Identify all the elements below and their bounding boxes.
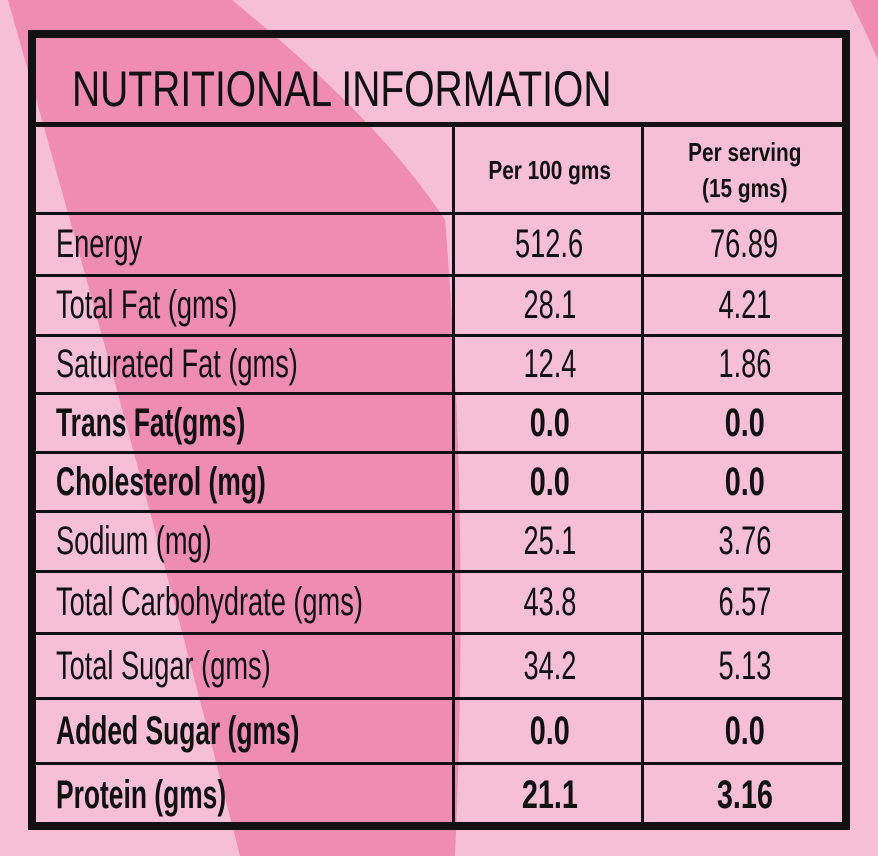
- per-100g-value: 512.6: [515, 222, 584, 266]
- per-serving-value: 4.21: [718, 283, 771, 327]
- table-row: Saturated Fat (gms) 12.4 1.86: [36, 337, 842, 395]
- per-serving-value: 76.89: [710, 222, 779, 266]
- table-cell: 5.13: [647, 635, 842, 697]
- table-cell: Added Sugar (gms): [56, 700, 425, 762]
- nutrient-label: Added Sugar (gms): [56, 708, 300, 753]
- column-divider: [641, 127, 644, 822]
- table-cell: 1.86: [647, 337, 842, 392]
- table-row: Total Sugar (gms) 34.2 5.13: [36, 635, 842, 700]
- table-cell: 0.0: [455, 395, 644, 451]
- per-serving-value: 0.0: [724, 459, 765, 504]
- per-100g-value: 0.0: [529, 708, 570, 753]
- column-header: Per serving (15 gms): [688, 134, 801, 206]
- table-cell: 76.89: [647, 215, 842, 274]
- table-cell: 12.4: [455, 337, 644, 392]
- nutrition-table: NUTRITIONAL INFORMATION Per 100 gms Per s…: [28, 30, 850, 830]
- nutrient-label: Saturated Fat (gms): [56, 342, 298, 386]
- per-100g-value: 43.8: [523, 580, 576, 624]
- per-100g-value: 28.1: [523, 283, 576, 327]
- table-cell: 28.1: [455, 277, 644, 334]
- table-row: Total Fat (gms) 28.1 4.21: [36, 277, 842, 337]
- table-cell: Sodium (mg): [56, 513, 285, 570]
- column-header: Per 100 gms: [488, 154, 611, 185]
- table-cell: 4.21: [647, 277, 842, 334]
- table-cell: 0.0: [455, 700, 644, 762]
- nutrient-label: Energy: [56, 222, 143, 266]
- table-cell: Total Carbohydrate (gms): [56, 573, 507, 632]
- table-row: Cholesterol (mg) 0.0 0.0: [36, 454, 842, 513]
- nutrient-label: Cholesterol (mg): [56, 459, 266, 504]
- column-header-line: (15 gms): [701, 172, 788, 203]
- column-divider: [452, 127, 455, 822]
- header-row: Per 100 gms Per serving (15 gms): [36, 127, 842, 215]
- table-cell: 3.76: [647, 513, 842, 570]
- table-cell: Energy: [56, 215, 183, 274]
- per-serving-value: 1.86: [718, 342, 771, 386]
- table-cell: Total Fat (gms): [56, 277, 323, 334]
- table-cell: 43.8: [455, 573, 644, 632]
- table-cell: Trans Fat(gms): [56, 395, 343, 451]
- table-cell: 512.6: [455, 215, 644, 274]
- per-serving-value: 0.0: [724, 708, 765, 753]
- table-cell: Protein (gms): [56, 765, 314, 826]
- table-cell: 0.0: [647, 700, 842, 762]
- table-cell: 34.2: [455, 635, 644, 697]
- table-cell: 0.0: [455, 454, 644, 510]
- table-cell: Saturated Fat (gms): [56, 337, 412, 392]
- table-cell: Per 100 gms: [455, 127, 644, 212]
- table-title: NUTRITIONAL INFORMATION: [36, 38, 842, 127]
- per-100g-value: 0.0: [529, 459, 570, 504]
- table-row: Protein (gms) 21.1 3.16: [36, 765, 842, 826]
- nutrient-label: Trans Fat(gms): [56, 400, 246, 445]
- nutrient-label: Total Fat (gms): [56, 283, 238, 327]
- nutrient-label: Total Sugar (gms): [56, 643, 271, 688]
- table-row: Energy 512.6 76.89: [36, 215, 842, 277]
- per-100g-value: 34.2: [523, 643, 576, 688]
- table-row: Added Sugar (gms) 0.0 0.0: [36, 700, 842, 765]
- table-cell: Per serving (15 gms): [647, 127, 842, 212]
- table-cell: 6.57: [647, 573, 842, 632]
- table-row: Total Carbohydrate (gms) 43.8 6.57: [36, 573, 842, 635]
- per-serving-value: 0.0: [724, 400, 765, 445]
- per-100g-value: 12.4: [523, 342, 576, 386]
- table-cell: 21.1: [455, 765, 644, 826]
- per-100g-value: 21.1: [521, 773, 578, 817]
- table-row: Trans Fat(gms) 0.0 0.0: [36, 395, 842, 454]
- table-row: Sodium (mg) 25.1 3.76: [36, 513, 842, 573]
- table-cell: Cholesterol (mg): [56, 454, 374, 510]
- per-serving-value: 5.13: [718, 643, 771, 688]
- table-cell: 0.0: [647, 395, 842, 451]
- per-100g-value: 0.0: [529, 400, 570, 445]
- nutrient-label: Total Carbohydrate (gms): [56, 580, 363, 624]
- nutrient-label: Protein (gms): [56, 773, 227, 817]
- table-cell: Total Sugar (gms): [56, 635, 372, 697]
- table-cell: 0.0: [647, 454, 842, 510]
- table-cell: 3.16: [647, 765, 842, 826]
- nutrient-label: Sodium (mg): [56, 519, 212, 563]
- per-serving-value: 3.76: [718, 519, 771, 563]
- per-100g-value: 25.1: [523, 519, 576, 563]
- column-header-line: Per serving: [687, 136, 802, 167]
- per-serving-value: 3.16: [716, 773, 773, 817]
- per-serving-value: 6.57: [718, 580, 771, 624]
- table-cell: 25.1: [455, 513, 644, 570]
